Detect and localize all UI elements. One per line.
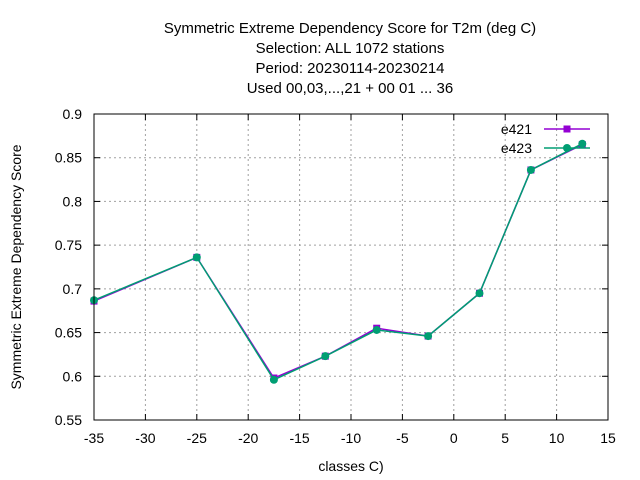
legend: e421 e423 [501,121,590,156]
series-line [93,143,583,381]
y-tick-label: 0.6 [63,368,83,384]
chart-title-line: Symmetric Extreme Dependency Score for T… [164,20,536,37]
legend-marker [563,144,571,152]
x-tick-label: -5 [396,430,409,446]
y-tick-label: 0.75 [55,237,82,253]
x-tick-label: -10 [341,430,361,446]
data-point [192,253,201,262]
data-point [475,289,484,298]
series-group [90,139,587,384]
chart-title-line: Used 00,03,...,21 + 00 01 ... 36 [247,80,453,97]
grid-lines [94,114,608,420]
legend-label: e423 [501,140,532,156]
data-point [269,375,278,384]
x-tick-label: -20 [238,430,258,446]
y-axis-label: Symmetric Extreme Dependency Score [8,144,24,389]
chart-title: Symmetric Extreme Dependency Score for T… [164,20,536,97]
x-tick-label: -25 [187,430,207,446]
y-tick-label: 0.8 [63,193,83,209]
y-tick-label: 0.9 [63,106,83,122]
y-tick-label: 0.55 [55,412,82,428]
x-tick-label: 10 [549,430,565,446]
x-tick-label: 0 [450,430,458,446]
chart-title-line: Period: 20230114-20230214 [255,60,444,77]
legend-marker [563,125,571,133]
y-tick-label: 0.65 [55,325,82,341]
x-tick-label: -30 [135,430,155,446]
data-point [424,332,433,341]
plot-frame [93,113,609,421]
data-point [578,139,587,148]
axis-ticks: -35 -30 -25 -20 -15 -10 -5 0 5 10 15 0.55 0.6 0.65 0.7… [55,106,616,446]
x-tick-label: -15 [289,430,309,446]
data-point [526,165,535,174]
x-tick-label: 15 [600,430,616,446]
y-tick-label: 0.85 [55,150,82,166]
data-point [321,352,330,361]
series-e423 [90,139,587,384]
chart-title-line: Selection: ALL 1072 stations [256,40,445,57]
x-axis-label: classes C) [318,458,383,474]
series-line [93,143,583,379]
legend-label: e421 [501,121,532,137]
y-tick-label: 0.7 [63,281,83,297]
series-e421 [90,141,586,382]
data-point [372,325,381,334]
x-tick-label: 5 [501,430,509,446]
x-tick-label: -35 [84,430,104,446]
